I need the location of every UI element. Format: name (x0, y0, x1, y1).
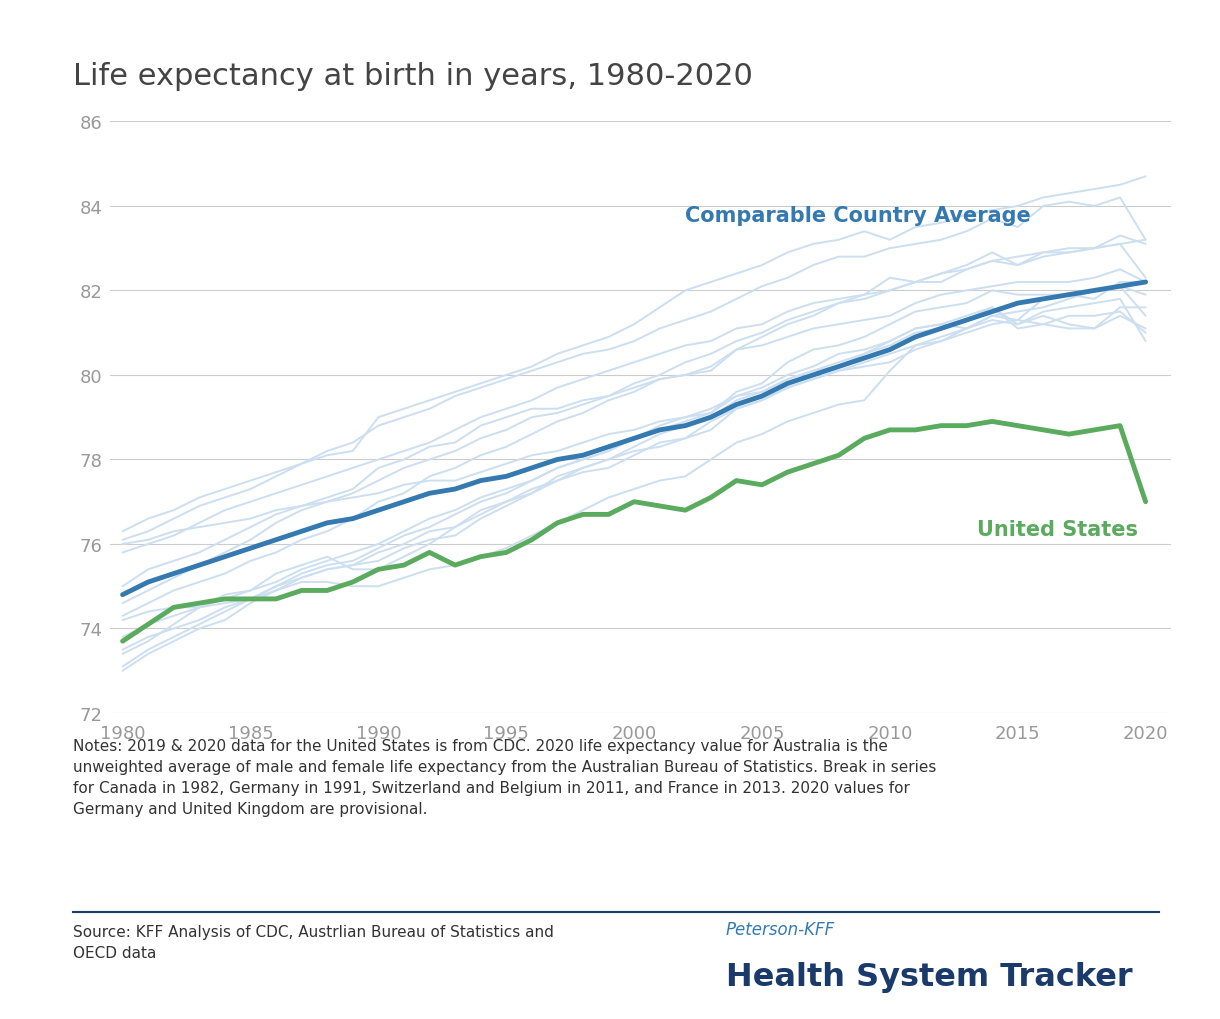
Text: Life expectancy at birth in years, 1980-2020: Life expectancy at birth in years, 1980-… (73, 62, 753, 91)
Text: Health System Tracker: Health System Tracker (726, 961, 1132, 991)
Text: Peterson-KFF: Peterson-KFF (726, 920, 836, 938)
Text: United States: United States (977, 519, 1138, 539)
Text: Notes: 2019 & 2020 data for the United States is from CDC. 2020 life expectancy : Notes: 2019 & 2020 data for the United S… (73, 739, 937, 816)
Text: Comparable Country Average: Comparable Country Average (686, 206, 1031, 226)
Text: Source: KFF Analysis of CDC, Austrlian Bureau of Statistics and
OECD data: Source: KFF Analysis of CDC, Austrlian B… (73, 924, 554, 960)
